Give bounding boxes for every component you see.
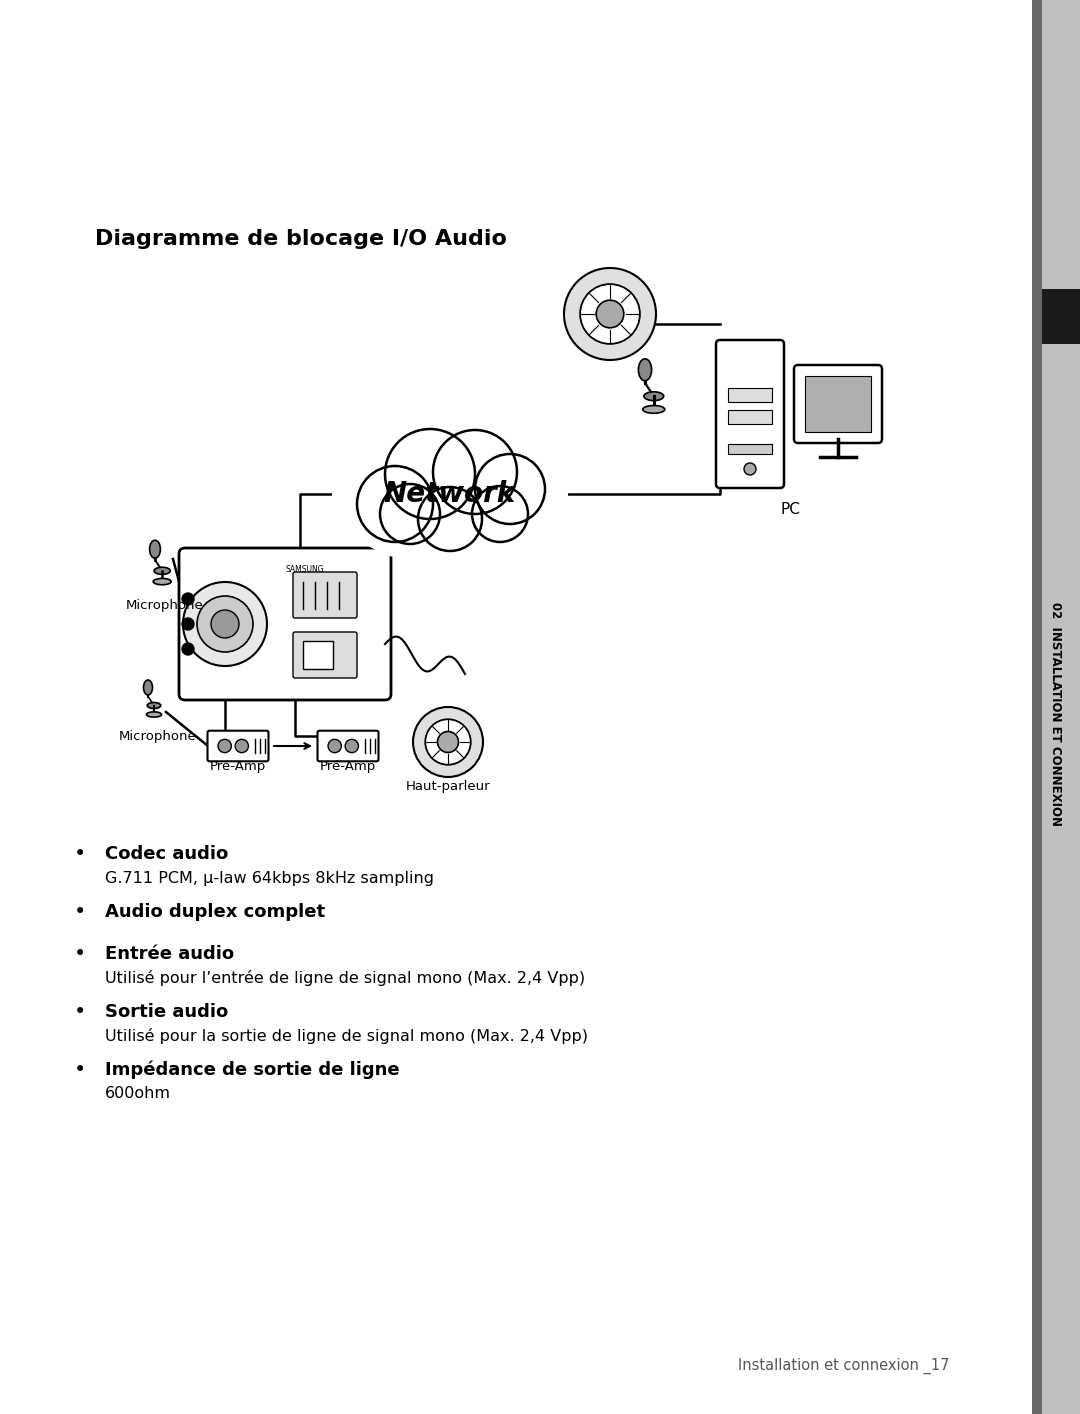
Ellipse shape <box>643 406 665 413</box>
Circle shape <box>328 740 341 752</box>
Circle shape <box>580 284 640 344</box>
Circle shape <box>472 486 528 542</box>
Text: Installation et connexion _17: Installation et connexion _17 <box>739 1357 950 1374</box>
Bar <box>303 641 333 669</box>
Ellipse shape <box>644 392 664 400</box>
Bar <box>728 387 772 402</box>
Text: •: • <box>73 844 86 864</box>
FancyBboxPatch shape <box>794 365 882 443</box>
Circle shape <box>475 454 545 525</box>
Circle shape <box>744 462 756 475</box>
Text: Sortie audio: Sortie audio <box>105 1003 228 1021</box>
Bar <box>728 410 772 424</box>
FancyBboxPatch shape <box>293 573 357 618</box>
Ellipse shape <box>154 567 171 574</box>
Text: 600ohm: 600ohm <box>105 1086 171 1102</box>
FancyBboxPatch shape <box>179 549 391 700</box>
FancyBboxPatch shape <box>716 339 784 488</box>
Ellipse shape <box>144 680 152 696</box>
Text: Pré-Amp: Pré-Amp <box>210 759 266 773</box>
Text: SAMSUNG: SAMSUNG <box>286 566 324 574</box>
Circle shape <box>346 740 359 752</box>
Circle shape <box>357 467 433 542</box>
Text: •: • <box>73 902 86 922</box>
FancyBboxPatch shape <box>318 731 378 761</box>
Ellipse shape <box>638 359 651 380</box>
Circle shape <box>218 740 231 752</box>
Text: •: • <box>73 1003 86 1022</box>
Circle shape <box>433 430 517 515</box>
Text: Codec audio: Codec audio <box>105 846 228 863</box>
Ellipse shape <box>147 703 161 708</box>
Text: Diagramme de blocage I/O Audio: Diagramme de blocage I/O Audio <box>95 229 507 249</box>
Circle shape <box>418 486 482 551</box>
Bar <box>1042 288 1080 344</box>
Text: •: • <box>73 945 86 964</box>
Circle shape <box>183 583 267 666</box>
Circle shape <box>183 618 194 631</box>
Text: Utilisé pour la sortie de ligne de signal mono (Max. 2,4 Vpp): Utilisé pour la sortie de ligne de signa… <box>105 1028 588 1044</box>
Circle shape <box>564 269 656 361</box>
Text: Entrée audio: Entrée audio <box>105 945 234 963</box>
Circle shape <box>437 731 459 752</box>
Ellipse shape <box>147 711 162 717</box>
Circle shape <box>211 609 239 638</box>
Text: Network: Network <box>383 479 516 508</box>
Circle shape <box>426 720 471 765</box>
Text: PC: PC <box>780 502 800 518</box>
Text: •: • <box>73 1060 86 1080</box>
Bar <box>1032 0 1080 1414</box>
Ellipse shape <box>332 421 568 566</box>
Circle shape <box>413 707 483 778</box>
Text: 02  INSTALLATION ET CONNEXION: 02 INSTALLATION ET CONNEXION <box>1050 602 1063 826</box>
Circle shape <box>183 643 194 655</box>
Text: Audio duplex complet: Audio duplex complet <box>105 904 325 921</box>
Bar <box>805 376 870 433</box>
Text: Haut-parleur: Haut-parleur <box>406 781 490 793</box>
FancyBboxPatch shape <box>207 731 269 761</box>
Circle shape <box>197 595 253 652</box>
Circle shape <box>596 300 624 328</box>
FancyBboxPatch shape <box>293 632 357 677</box>
Bar <box>1032 0 1042 1414</box>
Text: Microphone: Microphone <box>119 730 197 742</box>
Text: Utilisé pour l’entrée de ligne de signal mono (Max. 2,4 Vpp): Utilisé pour l’entrée de ligne de signal… <box>105 970 585 986</box>
Ellipse shape <box>150 540 161 559</box>
Circle shape <box>380 484 440 544</box>
Circle shape <box>384 428 475 519</box>
Text: Impédance de sortie de ligne: Impédance de sortie de ligne <box>105 1060 400 1079</box>
Text: Pré-Amp: Pré-Amp <box>320 759 376 773</box>
Ellipse shape <box>153 578 172 585</box>
Text: G.711 PCM, μ-law 64kbps 8kHz sampling: G.711 PCM, μ-law 64kbps 8kHz sampling <box>105 871 434 885</box>
Bar <box>728 444 772 454</box>
Circle shape <box>235 740 248 752</box>
Text: Microphone: Microphone <box>126 600 204 612</box>
Circle shape <box>183 592 194 605</box>
